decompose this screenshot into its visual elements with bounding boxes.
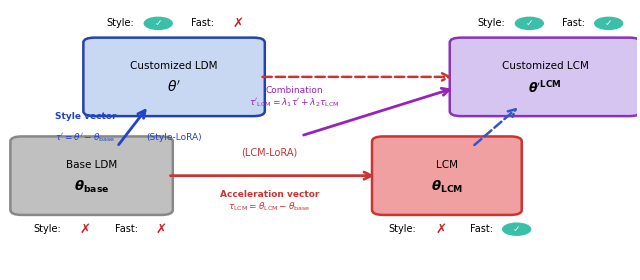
Text: Customized LCM: Customized LCM: [502, 61, 589, 71]
Text: $\tau' = \theta' - \theta_{\rm base}$: $\tau' = \theta' - \theta_{\rm base}$: [55, 132, 115, 144]
Text: $\tau_{\rm LCM} = \theta_{\rm LCM} - \theta_{\rm base}$: $\tau_{\rm LCM} = \theta_{\rm LCM} - \th…: [228, 201, 310, 213]
Text: Style:: Style:: [477, 18, 505, 28]
FancyBboxPatch shape: [450, 38, 640, 116]
Text: Combination: Combination: [266, 86, 323, 95]
Text: ✗: ✗: [80, 223, 91, 236]
Text: (LCM-LoRA): (LCM-LoRA): [241, 147, 298, 157]
Text: $\boldsymbol{\theta'}$: $\boldsymbol{\theta'}$: [167, 80, 181, 95]
Text: ✗: ✗: [435, 223, 446, 236]
Text: ✗: ✗: [156, 223, 167, 236]
Text: $\boldsymbol{\theta}'^{\rm\mathbf{LCM}}$: $\boldsymbol{\theta}'^{\rm\mathbf{LCM}}$: [529, 80, 562, 96]
Text: ✓: ✓: [154, 19, 162, 28]
Text: Fast:: Fast:: [563, 18, 585, 28]
Text: Customized LDM: Customized LDM: [131, 61, 218, 71]
Text: Style:: Style:: [106, 18, 134, 28]
FancyBboxPatch shape: [372, 136, 522, 215]
Text: Fast:: Fast:: [115, 224, 138, 234]
Text: ✓: ✓: [513, 225, 520, 234]
Text: Style:: Style:: [388, 224, 417, 234]
Text: (Style-LoRA): (Style-LoRA): [147, 133, 202, 142]
Text: Fast:: Fast:: [191, 18, 214, 28]
Text: Style:: Style:: [33, 224, 61, 234]
Text: ✓: ✓: [525, 19, 533, 28]
Circle shape: [502, 223, 531, 235]
Circle shape: [515, 17, 543, 29]
Circle shape: [595, 17, 623, 29]
FancyBboxPatch shape: [10, 136, 173, 215]
Text: Acceleration vector: Acceleration vector: [220, 190, 319, 199]
Text: LCM: LCM: [436, 160, 458, 170]
FancyBboxPatch shape: [83, 38, 265, 116]
Text: Fast:: Fast:: [470, 224, 493, 234]
Text: $\boldsymbol{\theta}_{\rm\mathbf{LCM}}$: $\boldsymbol{\theta}_{\rm\mathbf{LCM}}$: [431, 179, 463, 195]
Text: ✗: ✗: [232, 17, 243, 30]
Text: Base LDM: Base LDM: [66, 160, 117, 170]
Circle shape: [144, 17, 172, 29]
Text: $\tau'_{\rm LCM} = \lambda_1\tau' + \lambda_2\tau_{\rm LCM}$: $\tau'_{\rm LCM} = \lambda_1\tau' + \lam…: [249, 97, 340, 109]
Text: ✓: ✓: [605, 19, 612, 28]
Text: $\boldsymbol{\theta}_{\rm\mathbf{base}}$: $\boldsymbol{\theta}_{\rm\mathbf{base}}$: [74, 179, 109, 195]
Text: Style vector: Style vector: [54, 112, 116, 121]
